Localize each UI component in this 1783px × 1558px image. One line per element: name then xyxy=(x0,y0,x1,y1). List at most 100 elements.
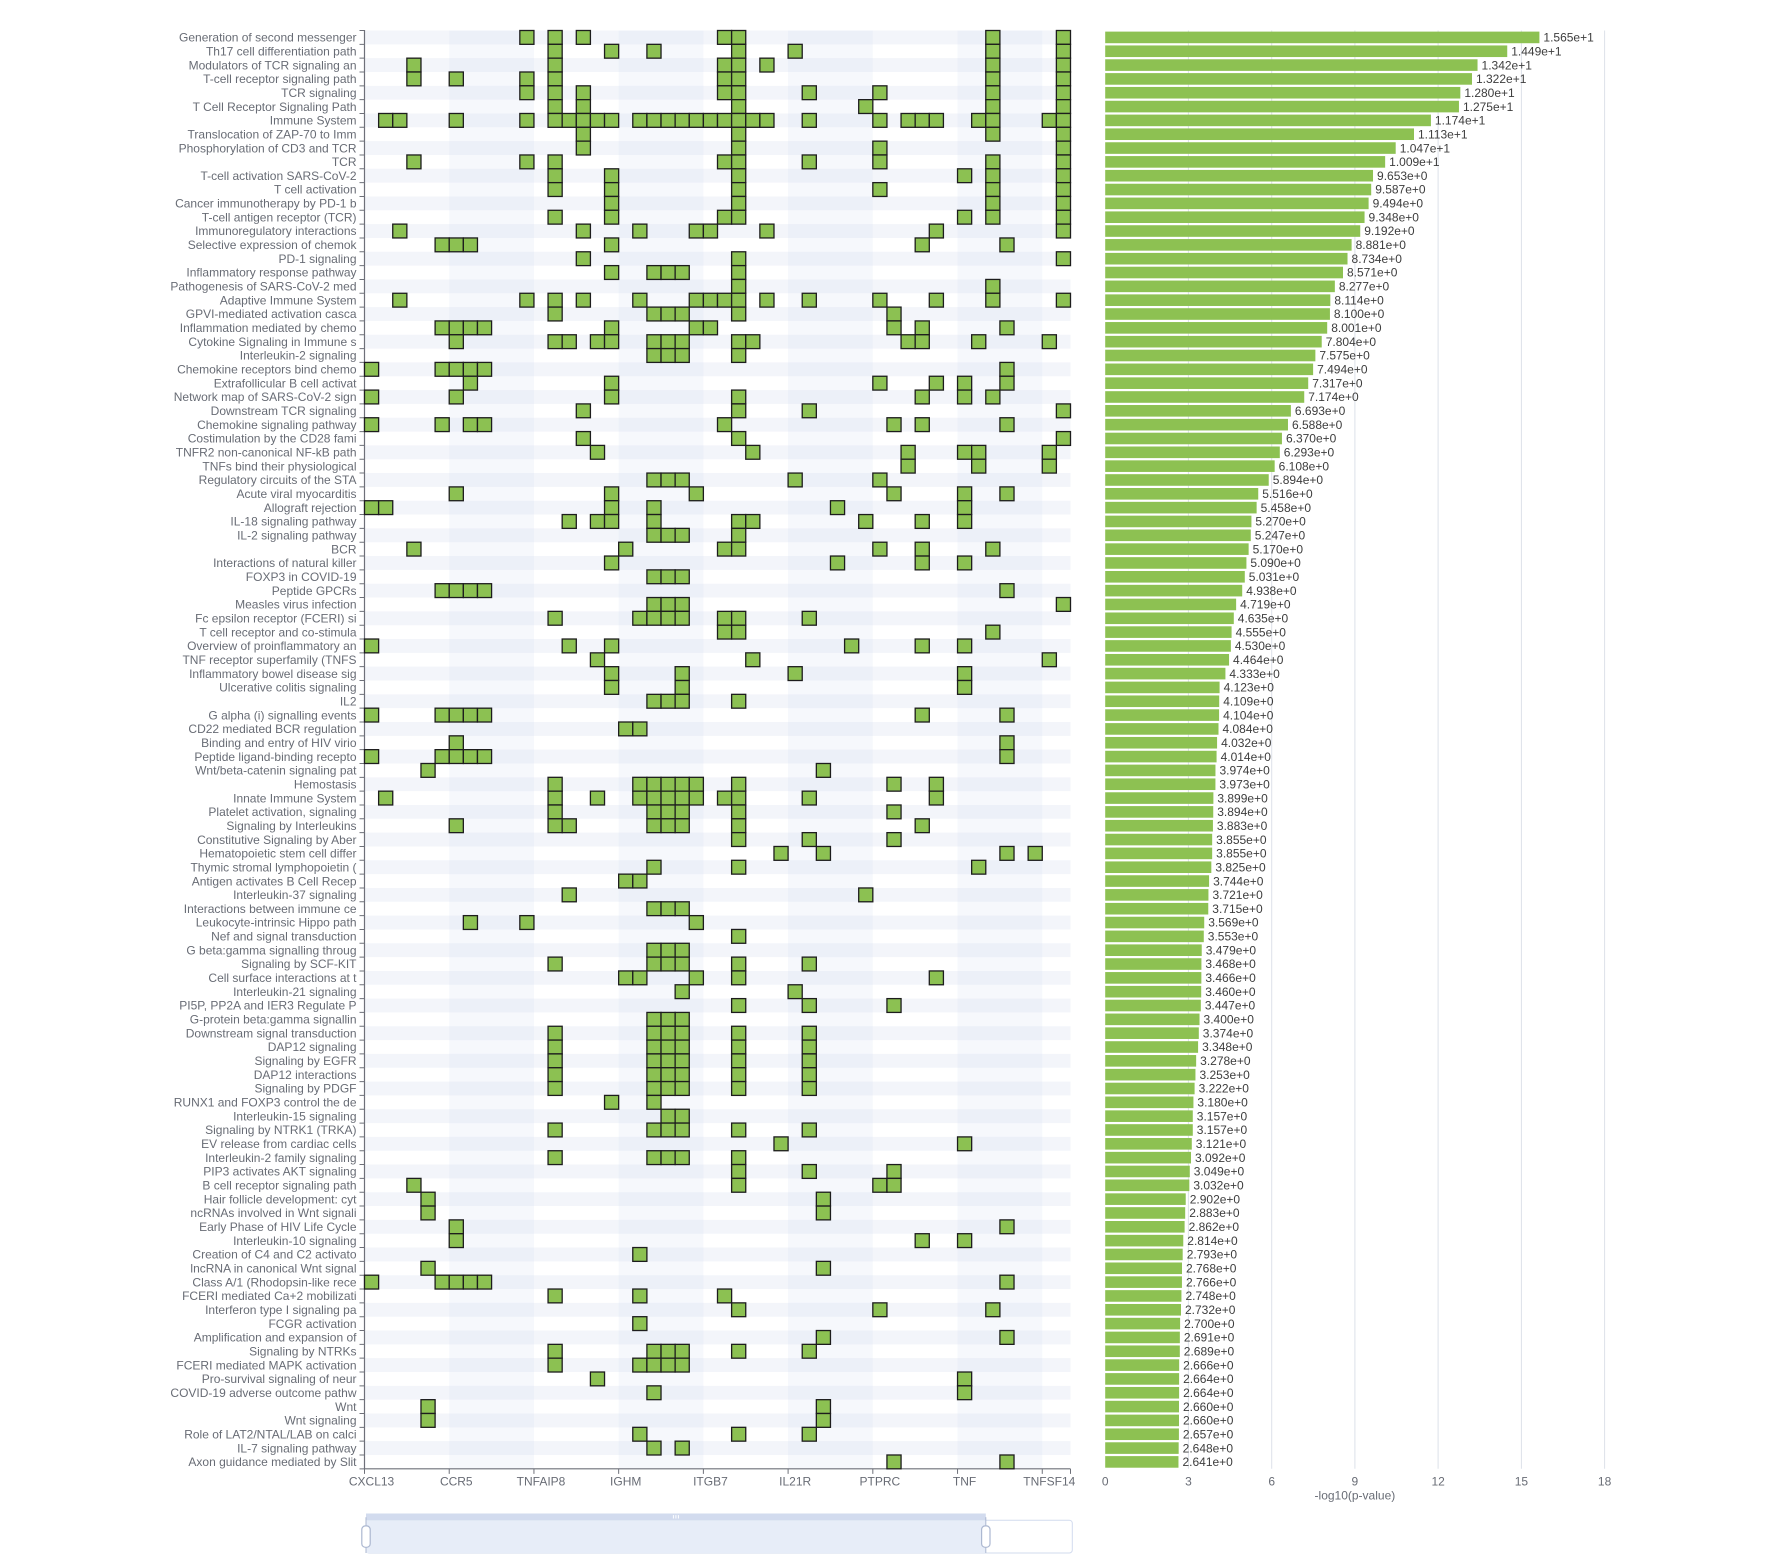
svg-text:Inflammatory response pathway: Inflammatory response pathway xyxy=(186,266,356,280)
svg-text:3.278e+0: 3.278e+0 xyxy=(1200,1054,1251,1068)
svg-text:0: 0 xyxy=(1102,1475,1109,1489)
svg-text:Extrafollicular B cell activat: Extrafollicular B cell activat xyxy=(214,376,357,390)
svg-text:DAP12 signaling: DAP12 signaling xyxy=(268,1040,357,1054)
svg-text:Costimulation by the CD28 fami: Costimulation by the CD28 fami xyxy=(188,432,357,446)
svg-text:Interferon type I signaling pa: Interferon type I signaling pa xyxy=(205,1303,357,1317)
svg-text:Immunoregulatory interactions: Immunoregulatory interactions xyxy=(195,224,356,238)
svg-text:Allograft rejection: Allograft rejection xyxy=(264,501,357,515)
svg-text:FOXP3 in COVID-19: FOXP3 in COVID-19 xyxy=(246,570,357,584)
svg-text:3.553e+0: 3.553e+0 xyxy=(1208,930,1259,944)
svg-text:DAP12 interactions: DAP12 interactions xyxy=(254,1068,357,1082)
svg-text:FCERI mediated MAPK activation: FCERI mediated MAPK activation xyxy=(176,1358,356,1372)
svg-text:4.635e+0: 4.635e+0 xyxy=(1238,611,1289,625)
svg-text:3.825e+0: 3.825e+0 xyxy=(1215,860,1266,874)
svg-text:3.479e+0: 3.479e+0 xyxy=(1206,943,1257,957)
svg-text:5.090e+0: 5.090e+0 xyxy=(1250,556,1301,570)
svg-text:Selective expression of chemok: Selective expression of chemok xyxy=(188,238,358,252)
svg-text:6.693e+0: 6.693e+0 xyxy=(1295,404,1346,418)
svg-text:Phosphorylation of CD3 and TCR: Phosphorylation of CD3 and TCR xyxy=(179,141,357,155)
svg-text:3.180e+0: 3.180e+0 xyxy=(1197,1096,1248,1110)
svg-text:G alpha (i) signalling events: G alpha (i) signalling events xyxy=(208,708,356,722)
svg-text:TNFR2 non-canonical NF-kB path: TNFR2 non-canonical NF-kB path xyxy=(176,446,357,460)
svg-text:3.899e+0: 3.899e+0 xyxy=(1217,791,1268,805)
svg-text:3.466e+0: 3.466e+0 xyxy=(1205,971,1256,985)
svg-text:1.113e+1: 1.113e+1 xyxy=(1418,127,1468,141)
svg-text:Fc epsilon receptor (FCERI) si: Fc epsilon receptor (FCERI) si xyxy=(195,611,356,625)
svg-text:3.894e+0: 3.894e+0 xyxy=(1217,805,1268,819)
svg-text:4.014e+0: 4.014e+0 xyxy=(1221,750,1272,764)
svg-text:PI5P, PP2A and IER3 Regulate P: PI5P, PP2A and IER3 Regulate P xyxy=(179,999,356,1013)
svg-text:Signaling by PDGF: Signaling by PDGF xyxy=(254,1082,356,1096)
svg-text:3.447e+0: 3.447e+0 xyxy=(1205,999,1256,1013)
svg-text:2.700e+0: 2.700e+0 xyxy=(1184,1317,1235,1331)
svg-text:Thymic stromal lymphopoietin (: Thymic stromal lymphopoietin ( xyxy=(190,860,356,874)
svg-text:5.894e+0: 5.894e+0 xyxy=(1273,473,1324,487)
svg-text:T Cell Receptor Signaling Path: T Cell Receptor Signaling Path xyxy=(193,100,357,114)
svg-text:8.100e+0: 8.100e+0 xyxy=(1334,307,1385,321)
svg-text:IL-18 signaling pathway: IL-18 signaling pathway xyxy=(230,515,356,529)
svg-text:Network map of SARS-CoV-2 sign: Network map of SARS-CoV-2 sign xyxy=(174,390,357,404)
svg-text:2.660e+0: 2.660e+0 xyxy=(1183,1400,1234,1414)
svg-text:RUNX1 and FOXP3 control the de: RUNX1 and FOXP3 control the de xyxy=(174,1096,357,1110)
svg-text:3.400e+0: 3.400e+0 xyxy=(1204,1013,1255,1027)
svg-text:Regulatory circuits of the STA: Regulatory circuits of the STA xyxy=(199,473,357,487)
svg-text:Inflammatory bowel disease sig: Inflammatory bowel disease sig xyxy=(189,667,356,681)
svg-text:3.855e+0: 3.855e+0 xyxy=(1216,847,1267,861)
svg-text:Downstream TCR signaling: Downstream TCR signaling xyxy=(211,404,357,418)
svg-text:IGHM: IGHM xyxy=(610,1475,641,1489)
svg-text:Creation of C4 and C2 activato: Creation of C4 and C2 activato xyxy=(192,1248,356,1262)
svg-text:IL-2 signaling pathway: IL-2 signaling pathway xyxy=(237,529,356,543)
svg-text:6.370e+0: 6.370e+0 xyxy=(1286,432,1337,446)
svg-text:Peptide GPCRs: Peptide GPCRs xyxy=(272,584,357,598)
svg-text:8.881e+0: 8.881e+0 xyxy=(1356,238,1407,252)
svg-text:2.657e+0: 2.657e+0 xyxy=(1183,1427,1234,1441)
svg-text:2.666e+0: 2.666e+0 xyxy=(1183,1358,1234,1372)
svg-text:4.530e+0: 4.530e+0 xyxy=(1235,639,1286,653)
svg-text:Interactions between immune ce: Interactions between immune ce xyxy=(184,902,357,916)
svg-text:5.516e+0: 5.516e+0 xyxy=(1262,487,1313,501)
svg-text:TNF receptor superfamily (TNFS: TNF receptor superfamily (TNFS xyxy=(182,653,356,667)
svg-text:COVID-19 adverse outcome pathw: COVID-19 adverse outcome pathw xyxy=(170,1386,356,1400)
svg-text:Pro-survival signaling of neur: Pro-survival signaling of neur xyxy=(202,1372,357,1386)
svg-text:Binding and entry of HIV virio: Binding and entry of HIV virio xyxy=(201,736,357,750)
svg-text:7.174e+0: 7.174e+0 xyxy=(1308,390,1359,404)
svg-text:Class A/1 (Rhodopsin-like rece: Class A/1 (Rhodopsin-like rece xyxy=(192,1275,356,1289)
svg-text:6.108e+0: 6.108e+0 xyxy=(1279,459,1330,473)
svg-text:4.084e+0: 4.084e+0 xyxy=(1223,722,1274,736)
svg-text:8.571e+0: 8.571e+0 xyxy=(1347,266,1398,280)
svg-text:Platelet activation, signaling: Platelet activation, signaling xyxy=(208,805,356,819)
svg-text:8.277e+0: 8.277e+0 xyxy=(1339,280,1390,294)
svg-text:3.468e+0: 3.468e+0 xyxy=(1205,957,1256,971)
svg-text:PTPRC: PTPRC xyxy=(860,1475,901,1489)
svg-text:Wnt: Wnt xyxy=(335,1400,357,1414)
svg-text:4.104e+0: 4.104e+0 xyxy=(1223,708,1274,722)
svg-text:3.715e+0: 3.715e+0 xyxy=(1212,902,1263,916)
svg-text:Chemokine receptors bind chemo: Chemokine receptors bind chemo xyxy=(177,363,357,377)
svg-text:Th17 cell differentiation path: Th17 cell differentiation path xyxy=(206,44,357,58)
svg-text:9.653e+0: 9.653e+0 xyxy=(1377,169,1428,183)
svg-text:2.660e+0: 2.660e+0 xyxy=(1183,1414,1234,1428)
svg-text:IL21R: IL21R xyxy=(779,1475,811,1489)
svg-text:Signaling by EGFR: Signaling by EGFR xyxy=(254,1054,356,1068)
svg-text:3.222e+0: 3.222e+0 xyxy=(1199,1082,1250,1096)
svg-text:Cell surface interactions at t: Cell surface interactions at t xyxy=(208,971,357,985)
svg-text:BCR: BCR xyxy=(331,542,357,556)
svg-text:4.333e+0: 4.333e+0 xyxy=(1229,667,1280,681)
svg-text:IL2: IL2 xyxy=(340,694,357,708)
svg-text:5.170e+0: 5.170e+0 xyxy=(1253,542,1304,556)
svg-text:B cell receptor signaling path: B cell receptor signaling path xyxy=(202,1179,356,1193)
svg-text:5.247e+0: 5.247e+0 xyxy=(1255,529,1306,543)
svg-text:Interactions of natural killer: Interactions of natural killer xyxy=(213,556,356,570)
svg-text:Early Phase of HIV Life Cycle: Early Phase of HIV Life Cycle xyxy=(199,1220,357,1234)
svg-text:Role of LAT2/NTAL/LAB on calci: Role of LAT2/NTAL/LAB on calci xyxy=(184,1427,356,1441)
svg-text:3.974e+0: 3.974e+0 xyxy=(1219,764,1270,778)
svg-text:1.275e+1: 1.275e+1 xyxy=(1463,100,1514,114)
svg-text:Ulcerative colitis signaling: Ulcerative colitis signaling xyxy=(219,681,356,695)
svg-text:3.049e+0: 3.049e+0 xyxy=(1194,1165,1245,1179)
svg-text:Translocation of ZAP-70 to Imm: Translocation of ZAP-70 to Imm xyxy=(188,127,357,141)
svg-text:2.691e+0: 2.691e+0 xyxy=(1184,1331,1235,1345)
svg-text:2.748e+0: 2.748e+0 xyxy=(1185,1289,1236,1303)
svg-text:4.109e+0: 4.109e+0 xyxy=(1223,694,1274,708)
svg-text:Constitutive Signaling by Aber: Constitutive Signaling by Aber xyxy=(197,833,356,847)
svg-text:3.157e+0: 3.157e+0 xyxy=(1197,1123,1248,1137)
